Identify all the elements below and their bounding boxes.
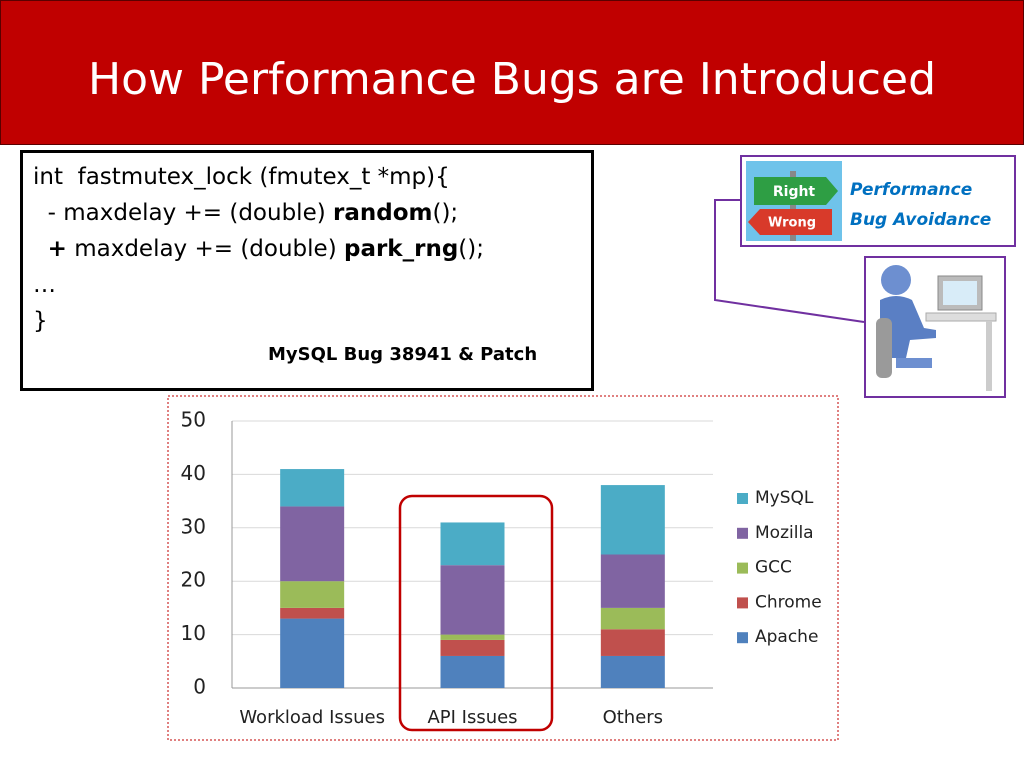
code: ();: [458, 236, 484, 262]
callout-line: Performance: [850, 180, 973, 200]
y-tick-label: 30: [181, 514, 206, 538]
bar-segment: [280, 581, 345, 608]
callout: Right Wrong Performance Bug Avoidance: [740, 155, 1016, 247]
person-icon: [876, 265, 997, 391]
body: [880, 296, 936, 358]
sign-right: [754, 177, 838, 205]
x-tick-label: Workload Issues: [239, 707, 385, 728]
code-line: - maxdelay += (double) random();: [33, 195, 459, 231]
code-box: int fastmutex_lock (fmutex_t *mp){ - max…: [20, 150, 594, 391]
sign-text: Wrong: [768, 216, 816, 231]
bar-segment: [280, 469, 345, 507]
code-line: }: [33, 303, 48, 339]
code: maxdelay += (double): [66, 236, 344, 262]
connector-line: [714, 199, 865, 323]
code: random: [333, 200, 433, 226]
code: …: [33, 272, 56, 298]
legend-swatch: [737, 597, 748, 609]
sign-icon: Right Wrong: [746, 161, 842, 241]
code: - maxdelay += (double): [33, 200, 333, 226]
y-tick-label: 40: [181, 461, 206, 485]
bar-segment: [600, 607, 665, 630]
head: [881, 265, 911, 295]
legend-label: Apache: [755, 627, 818, 647]
y-tick-label: 0: [193, 675, 206, 699]
bar-segment: [280, 607, 345, 619]
code: park_rng: [343, 236, 459, 262]
highlight-box: [398, 494, 554, 732]
chair: [876, 318, 892, 378]
chart-frame: [167, 395, 839, 741]
bar-segment: [600, 554, 665, 608]
sign-text: Right: [773, 184, 816, 200]
bar-segment: [600, 629, 665, 656]
bar-segment: [280, 618, 345, 688]
screen: [943, 281, 977, 305]
legend-label: GCC: [755, 558, 792, 578]
legend-label: MySQL: [755, 488, 814, 508]
legend-swatch: [737, 632, 748, 644]
code-line: int fastmutex_lock (fmutex_t *mp){: [33, 159, 450, 195]
pole: [790, 171, 796, 241]
desk-leg: [986, 321, 992, 391]
legend-swatch: [737, 562, 748, 574]
header: [0, 0, 1024, 145]
y-tick-label: 20: [181, 568, 206, 592]
bar-segment: [440, 639, 505, 656]
bar-segment: [440, 655, 505, 688]
bar-segment: [440, 522, 505, 566]
y-tick-label: 50: [181, 408, 206, 432]
x-tick-label: API Issues: [427, 707, 517, 728]
callout-text: Performance Bug Avoidance: [850, 175, 991, 235]
y-tick-label: 10: [181, 621, 206, 645]
legend-label: Mozilla: [755, 523, 814, 543]
bar-segment: [440, 634, 505, 640]
code-line: …: [33, 267, 56, 303]
callout-line: Bug Avoidance: [850, 210, 992, 230]
x-tick-label: Others: [603, 707, 664, 728]
legs: [896, 358, 932, 368]
code: +: [47, 236, 67, 262]
code: ();: [432, 200, 459, 226]
legend-label: Chrome: [755, 592, 822, 612]
legend-swatch: [737, 527, 748, 539]
slide-title: How Performance Bugs are Introduced: [87, 54, 936, 105]
caption: MySQL Bug 38941 & Patch: [268, 344, 538, 365]
code: }: [33, 308, 48, 334]
illustration: [864, 256, 1006, 398]
code: int fastmutex_lock (fmutex_t *mp){: [33, 164, 450, 190]
bar-segment: [440, 565, 505, 635]
desk: [925, 312, 997, 322]
bar-segment: [600, 655, 665, 688]
code-line: + maxdelay += (double) park_rng();: [33, 231, 484, 267]
bar-segment: [280, 506, 345, 582]
bar-segment: [600, 485, 665, 555]
legend-swatch: [737, 493, 748, 504]
sign-wrong: [748, 209, 832, 235]
